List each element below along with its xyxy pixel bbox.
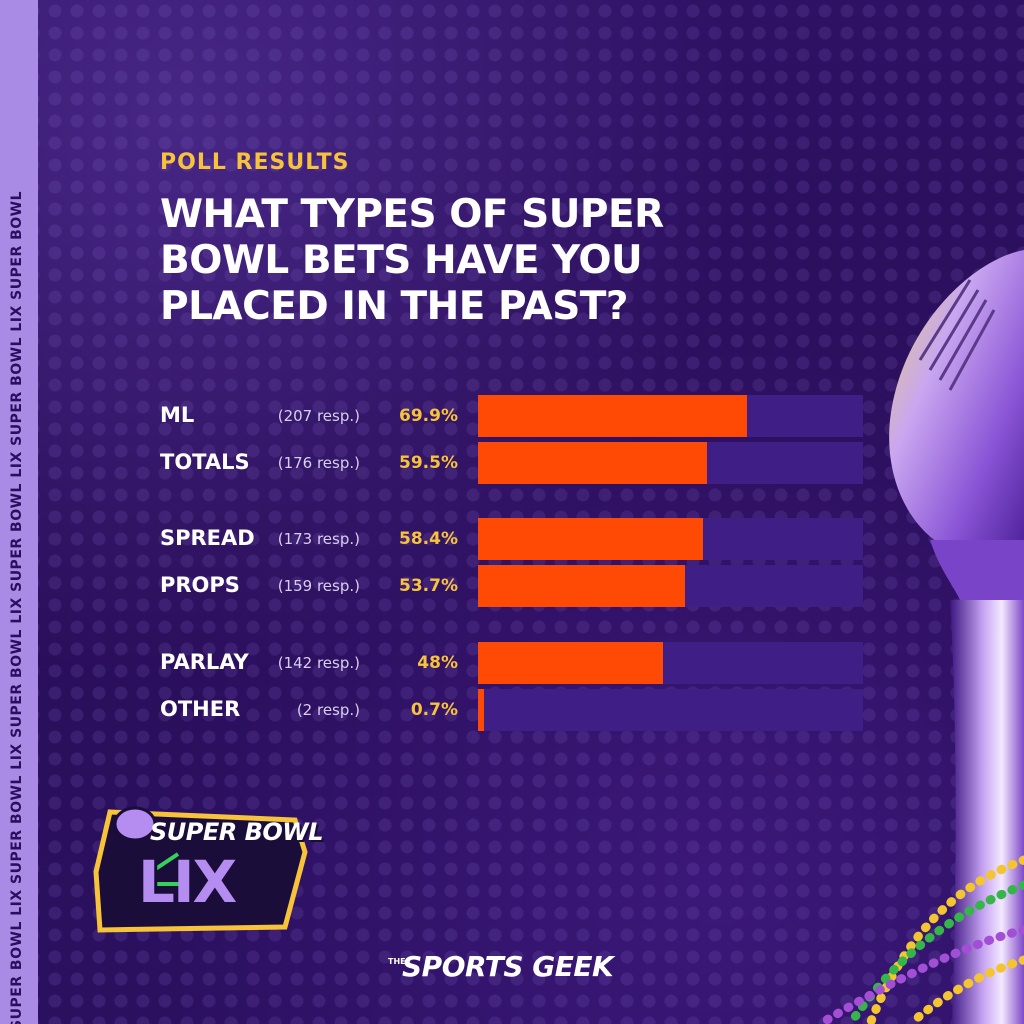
percent-label: 48% bbox=[417, 653, 458, 673]
bar-track bbox=[478, 518, 863, 560]
bead-necklaces bbox=[815, 855, 1024, 1024]
response-count: (159 resp.) bbox=[277, 577, 360, 595]
bar-fill bbox=[478, 395, 747, 437]
percent-label: 59.5% bbox=[399, 453, 458, 473]
logo-numeral: LIX bbox=[138, 848, 237, 916]
response-count: (176 resp.) bbox=[277, 454, 360, 472]
percent-label: 0.7% bbox=[410, 700, 458, 720]
bar-fill bbox=[478, 689, 484, 731]
category-label: OTHER bbox=[160, 697, 241, 721]
category-label: PROPS bbox=[160, 573, 240, 597]
bar-fill bbox=[478, 642, 663, 684]
super-bowl-logo bbox=[93, 806, 308, 933]
bar-track bbox=[478, 442, 863, 484]
percent-label: 58.4% bbox=[399, 529, 458, 549]
category-label: SPREAD bbox=[160, 526, 255, 550]
percent-label: 69.9% bbox=[399, 406, 458, 426]
category-label: PARLAY bbox=[160, 650, 249, 674]
title-line-3: PLACED IN THE PAST? bbox=[160, 284, 629, 329]
bar-track bbox=[478, 565, 863, 607]
response-count: (207 resp.) bbox=[277, 407, 360, 425]
bar-track bbox=[478, 395, 863, 437]
title-line-1: WHAT TYPES OF SUPER bbox=[160, 192, 664, 237]
poll-results-kicker: POLL RESULTS bbox=[160, 150, 350, 175]
response-count: (2 resp.) bbox=[296, 701, 360, 719]
percent-label: 53.7% bbox=[399, 576, 458, 596]
response-count: (173 resp.) bbox=[277, 530, 360, 548]
category-label: TOTALS bbox=[160, 450, 250, 474]
response-count: (142 resp.) bbox=[277, 654, 360, 672]
side-strip: SUPER BOWL LIX SUPER BOWL LIX SUPER BOWL… bbox=[0, 0, 38, 1024]
title-line-2: BOWL BETS HAVE YOU bbox=[160, 238, 643, 283]
trophy-illustration bbox=[889, 250, 1024, 1024]
bar-track bbox=[478, 689, 863, 731]
bar-fill bbox=[478, 565, 685, 607]
bar-fill bbox=[478, 442, 707, 484]
bar-track bbox=[478, 642, 863, 684]
category-label: ML bbox=[160, 403, 195, 427]
brand-name: SPORTS GEEK bbox=[402, 950, 614, 983]
brand-prefix: THE bbox=[388, 957, 406, 966]
logo-super-bowl-text: SUPER BOWL bbox=[150, 818, 324, 846]
bar-fill bbox=[478, 518, 703, 560]
side-strip-text: SUPER BOWL LIX SUPER BOWL LIX SUPER BOWL… bbox=[9, 190, 25, 1024]
